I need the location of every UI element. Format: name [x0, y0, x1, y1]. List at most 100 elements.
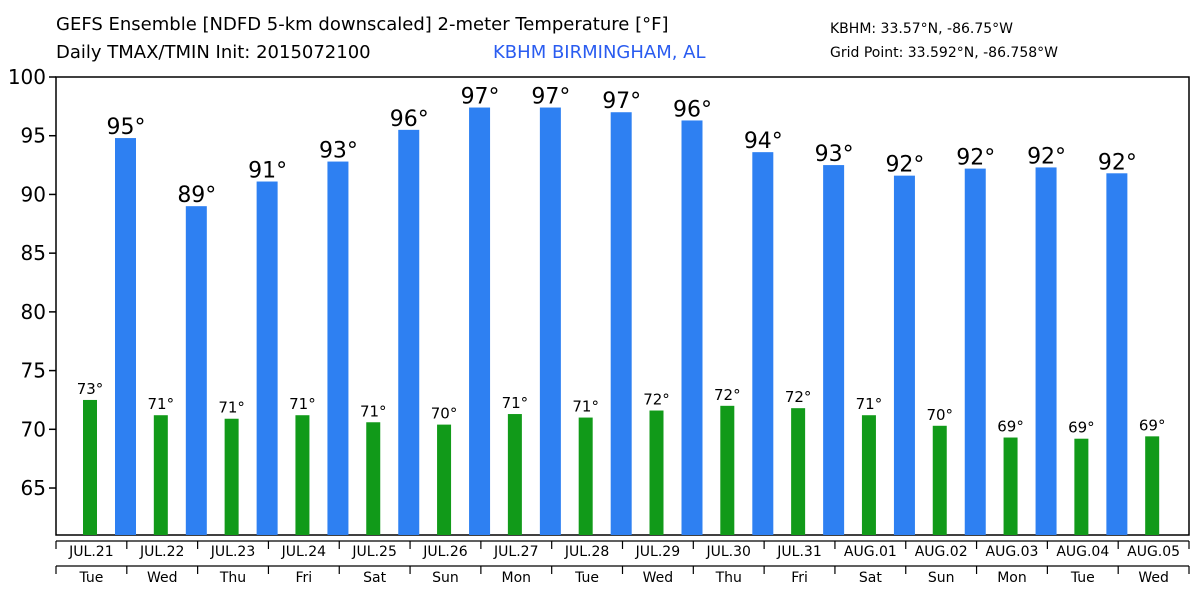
x-axis-weekday-label: Sat — [859, 570, 882, 586]
y-axis-tick-label: 70 — [21, 417, 46, 441]
tmax-data-label: 94° — [744, 129, 783, 154]
x-axis-weekday-label: Tue — [78, 570, 103, 586]
tmax-bar — [893, 175, 915, 535]
y-axis-tick-label: 80 — [21, 300, 46, 324]
y-axis-tick-label: 65 — [21, 476, 46, 500]
tmax-data-label: 95° — [107, 115, 146, 140]
tmax-data-label: 89° — [177, 183, 216, 208]
tmin-data-label: 71° — [856, 395, 883, 413]
x-axis-date-label: JUL.21 — [68, 544, 113, 560]
x-axis-weekday-label: Wed — [643, 570, 674, 586]
tmax-bar — [1035, 167, 1057, 535]
tmax-bar — [964, 168, 986, 535]
tmin-bar — [861, 415, 876, 535]
x-axis-weekday-label: Wed — [147, 570, 178, 586]
tmax-bar — [610, 112, 632, 535]
station-name: KBHM BIRMINGHAM, AL — [493, 42, 706, 63]
tmax-data-label: 92° — [885, 153, 924, 178]
x-axis-weekday-label: Fri — [296, 570, 313, 586]
tmax-data-label: 93° — [815, 142, 854, 167]
tmin-data-label: 69° — [997, 418, 1024, 436]
tmax-bar — [327, 161, 349, 536]
x-axis-date-label: JUL.27 — [493, 544, 538, 560]
tmax-data-label: 96° — [390, 107, 429, 132]
tmax-data-label: 93° — [319, 139, 358, 164]
x-axis-date-label: AUG.05 — [1127, 544, 1180, 560]
tmin-data-label: 72° — [785, 388, 812, 406]
tmin-data-label: 71° — [218, 399, 245, 417]
tmin-bar — [507, 414, 522, 535]
tmin-data-label: 69° — [1068, 419, 1095, 437]
tmin-bar — [295, 415, 310, 535]
tmin-data-label: 70° — [926, 406, 953, 424]
y-axis-tick-label: 95 — [21, 124, 46, 148]
x-axis-date-label: JUL.24 — [281, 544, 327, 560]
tmin-data-label: 70° — [431, 405, 458, 423]
tmin-bar — [224, 418, 239, 535]
x-axis-weekday-label: Thu — [219, 570, 246, 586]
x-axis-weekday-label: Tue — [1070, 570, 1095, 586]
tmin-data-label: 71° — [360, 402, 387, 420]
tmax-bar — [469, 107, 491, 536]
x-axis-weekday-label: Sat — [363, 570, 386, 586]
tmax-bar — [752, 152, 774, 535]
tmax-bar — [1106, 173, 1128, 536]
x-axis-date-label: JUL.30 — [705, 544, 750, 560]
x-axis-date-label: JUL.23 — [210, 544, 255, 560]
x-axis-date-label: AUG.01 — [844, 544, 897, 560]
tmax-data-label: 92° — [1027, 144, 1066, 169]
x-axis-date-label: JUL.29 — [635, 544, 680, 560]
tmin-data-label: 71° — [572, 398, 599, 416]
tmax-bar — [823, 165, 845, 536]
y-axis-tick-label: 75 — [21, 359, 46, 383]
x-axis-date-label: JUL.22 — [139, 544, 184, 560]
tmin-data-label: 71° — [289, 395, 316, 413]
x-axis-weekday-label: Mon — [502, 570, 532, 586]
tmax-bar — [398, 129, 420, 535]
x-axis-weekday-label: Sun — [928, 570, 955, 586]
tmin-data-label: 72° — [714, 386, 741, 404]
y-axis-tick-label: 85 — [21, 241, 46, 265]
y-axis-tick-label: 90 — [21, 182, 46, 206]
tmin-bar — [153, 415, 168, 535]
tmin-bar — [932, 425, 947, 535]
tmax-bar — [539, 107, 561, 536]
x-axis-weekday-label: Wed — [1138, 570, 1169, 586]
tmin-data-label: 73° — [77, 380, 104, 398]
tmin-data-label: 71° — [148, 395, 175, 413]
tmin-bar — [437, 424, 452, 535]
tmin-bar — [720, 405, 735, 535]
tmax-data-label: 92° — [1098, 150, 1137, 175]
x-axis-weekday-label: Mon — [997, 570, 1027, 586]
tmin-bar — [578, 417, 593, 535]
tmin-bar — [649, 410, 664, 535]
x-axis-date-label: JUL.25 — [351, 544, 396, 560]
y-axis-tick-label: 100 — [8, 65, 46, 89]
tmax-data-label: 97° — [602, 89, 641, 114]
tmax-bar — [256, 181, 278, 535]
tmin-bar — [1003, 437, 1018, 535]
x-axis-weekday-label: Sun — [432, 570, 459, 586]
tmin-data-label: 72° — [643, 391, 670, 409]
x-axis-weekday-label: Thu — [715, 570, 742, 586]
tmin-bar — [366, 422, 381, 535]
x-axis-weekday-label: Fri — [791, 570, 808, 586]
grid-point-coordinates: Grid Point: 33.592°N, -86.758°W — [830, 45, 1058, 61]
tmax-data-label: 92° — [956, 146, 995, 171]
tmax-data-label: 97° — [461, 85, 500, 110]
tmax-data-label: 96° — [673, 97, 712, 122]
tmin-bar — [1074, 438, 1089, 535]
x-axis-date-label: AUG.04 — [1056, 544, 1109, 560]
tmax-bar — [681, 120, 703, 535]
tmax-bar — [115, 138, 136, 536]
tmax-data-label: 91° — [248, 159, 287, 184]
x-axis-date-label: AUG.02 — [915, 544, 968, 560]
tmin-bar — [791, 408, 806, 535]
x-axis-date-label: JUL.28 — [564, 544, 609, 560]
station-coordinates: KBHM: 33.57°N, -86.75°W — [830, 21, 1013, 37]
tmin-bar — [83, 399, 97, 535]
tmin-bar — [1145, 436, 1160, 535]
x-axis-date-label: JUL.31 — [776, 544, 821, 560]
x-axis-date-label: JUL.26 — [422, 544, 468, 560]
